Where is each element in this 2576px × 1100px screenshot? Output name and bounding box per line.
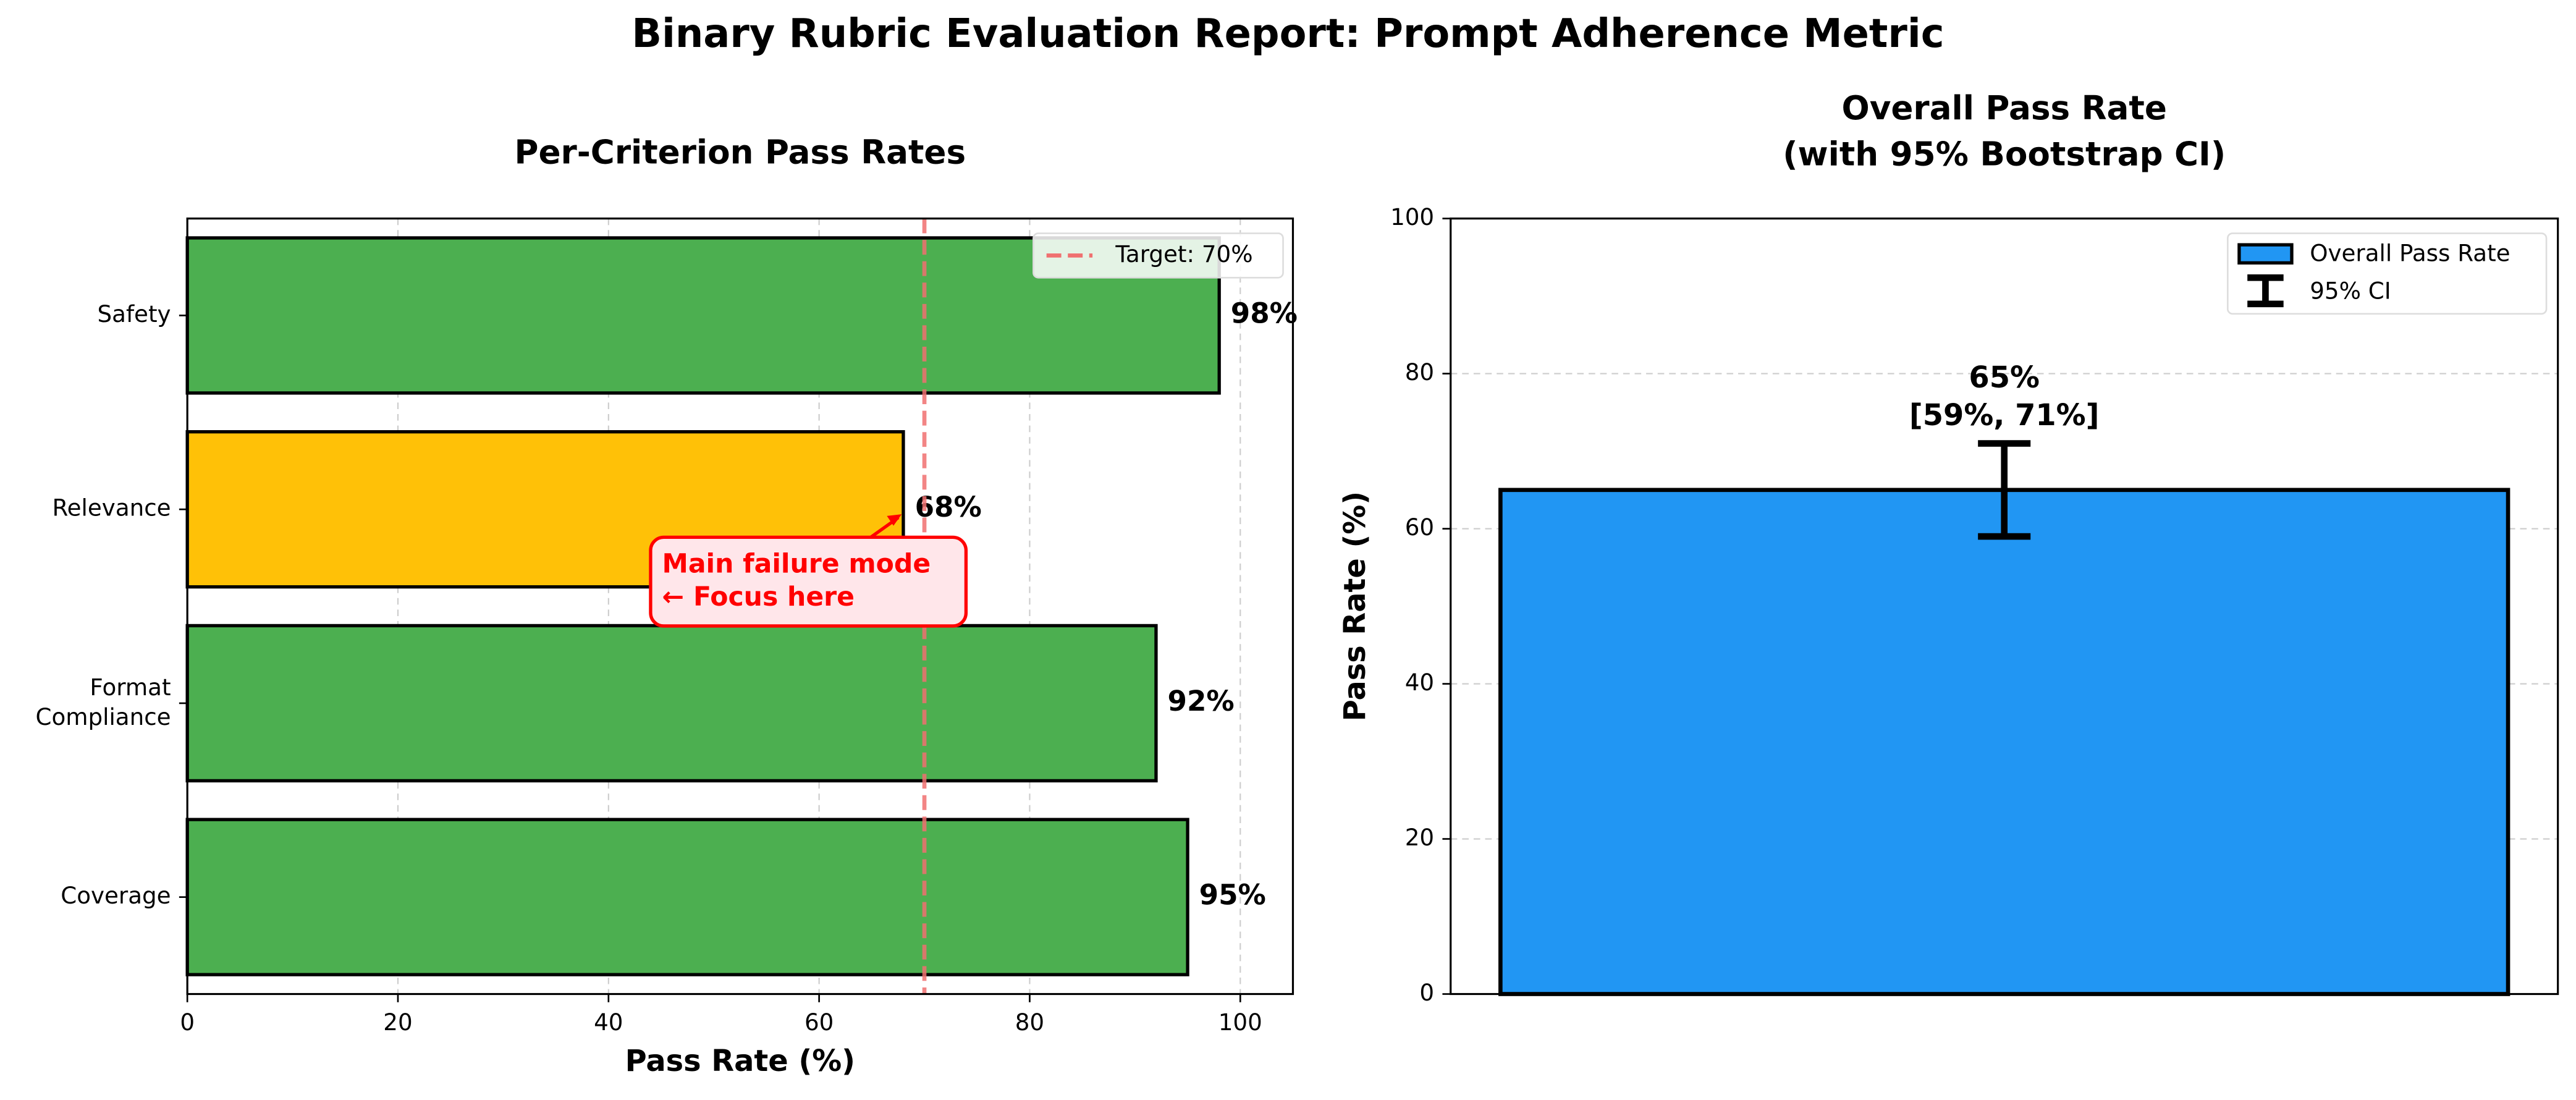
y-tick-label: 40: [1405, 669, 1434, 696]
y-tick-label: 60: [1405, 514, 1434, 541]
annotation-text: Main failure mode ← Focus here: [662, 549, 931, 612]
legend-label: 95% CI: [2310, 277, 2391, 305]
annotation-box: [649, 535, 968, 628]
annotation-arrowhead: [887, 514, 902, 526]
x-tick-label: 100: [1218, 1009, 1262, 1036]
value-label: 95%: [1199, 879, 1266, 912]
axes-frame: [1450, 218, 2559, 996]
ci-label: [59%, 71%]: [1909, 399, 2100, 433]
axes-frame: [186, 218, 1294, 996]
legend-swatch: [2247, 274, 2284, 308]
y-tick-label: Coverage: [61, 882, 171, 909]
legend-label: Overall Pass Rate: [2310, 240, 2510, 267]
x-axis-label: Pass Rate (%): [625, 1044, 855, 1078]
subplot-title: Per-Criterion Pass Rates: [515, 133, 966, 172]
value-label: 98%: [1231, 297, 1298, 329]
y-tick-label: 0: [1419, 979, 1434, 1006]
y-tick-label: 20: [1405, 824, 1434, 851]
y-tick-label: Safety: [98, 300, 171, 328]
legend-box: [2226, 232, 2548, 315]
bar: [1498, 488, 2511, 996]
legend-label: Target: 70%: [1115, 240, 1252, 268]
value-label: 92%: [1168, 685, 1235, 717]
value-label: 65%: [1969, 361, 2040, 395]
y-tick-label: Relevance: [52, 494, 171, 522]
x-tick-label: 0: [180, 1009, 195, 1036]
x-tick-label: 80: [1015, 1009, 1044, 1036]
y-tick-label: 100: [1390, 203, 1434, 231]
subplot-title: Overall Pass Rate (with 95% Bootstrap CI): [1783, 89, 2226, 173]
y-tick-label: 80: [1405, 358, 1434, 386]
x-tick-label: 60: [804, 1009, 834, 1036]
x-tick-label: 20: [383, 1009, 412, 1036]
x-tick-label: 40: [594, 1009, 623, 1036]
bar: [185, 818, 1189, 976]
y-axis-label: Pass Rate (%): [1338, 491, 1372, 721]
figure-title: Binary Rubric Evaluation Report: Prompt …: [631, 11, 1944, 57]
legend-swatch: [2237, 243, 2294, 265]
bar: [185, 624, 1158, 783]
legend-box: [1033, 232, 1284, 279]
y-tick-label: Format Compliance: [35, 673, 171, 730]
